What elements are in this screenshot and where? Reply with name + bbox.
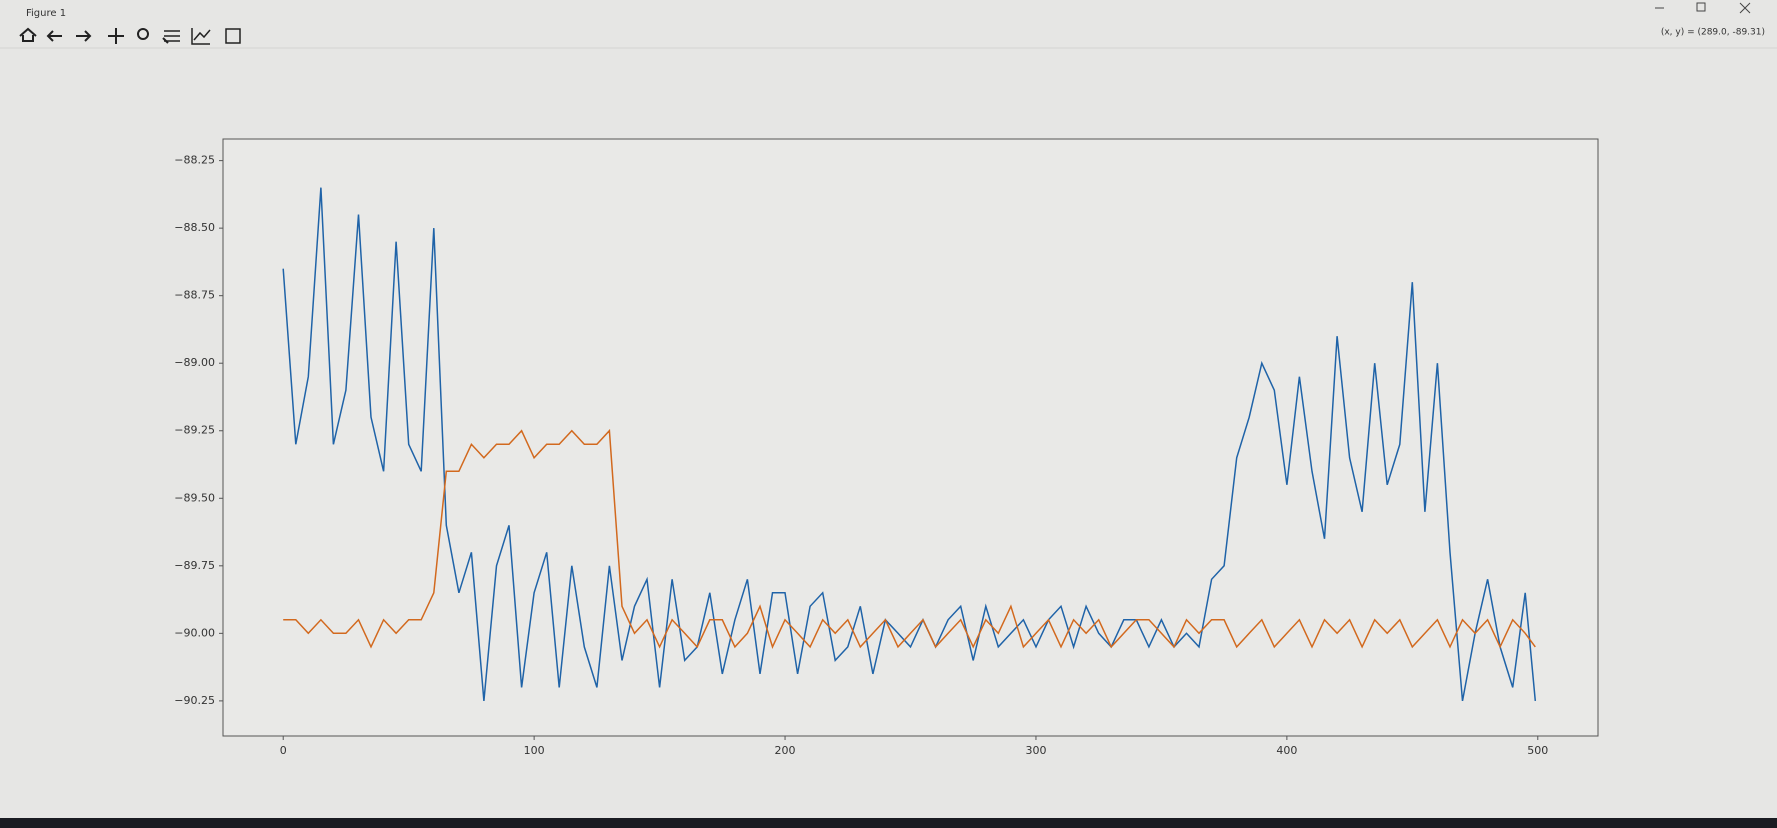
y-tick-label: −89.50 xyxy=(174,491,215,504)
zoom-button[interactable] xyxy=(137,28,149,40)
y-tick-label: −89.00 xyxy=(174,356,215,369)
y-tick-label: −90.00 xyxy=(174,626,215,639)
cursor-coordinates: (x, y) = (289.0, -89.31) xyxy=(1661,28,1765,38)
y-tick-label: −89.75 xyxy=(174,559,215,572)
y-tick-label: −89.25 xyxy=(174,424,215,437)
x-tick-label: 500 xyxy=(1527,744,1548,757)
window-controls xyxy=(1655,2,1751,14)
maximize-button[interactable] xyxy=(1696,2,1706,12)
series-line xyxy=(283,428,1536,649)
configure-button[interactable] xyxy=(164,30,180,42)
y-tick-label: −88.50 xyxy=(174,221,215,234)
taskbar xyxy=(0,818,1777,828)
forward-button[interactable] xyxy=(76,30,92,42)
x-tick-label: 0 xyxy=(280,744,287,757)
close-button[interactable] xyxy=(1739,2,1751,14)
y-tick-label: −88.75 xyxy=(174,289,215,302)
x-tick-label: 200 xyxy=(775,744,796,757)
axes-button[interactable] xyxy=(191,28,211,45)
y-tick-label: −88.25 xyxy=(174,154,215,167)
series-line xyxy=(282,187,1537,702)
window-title: Figure 1 xyxy=(26,8,66,19)
back-button[interactable] xyxy=(46,30,62,42)
x-tick-label: 100 xyxy=(524,744,545,757)
save-button[interactable] xyxy=(225,28,241,44)
x-tick-label: 300 xyxy=(1025,744,1046,757)
toolbar xyxy=(19,27,241,45)
y-tick-label: −90.25 xyxy=(174,694,215,707)
x-tick-label: 400 xyxy=(1276,744,1297,757)
home-button[interactable] xyxy=(19,27,37,42)
pan-button[interactable] xyxy=(108,28,124,44)
